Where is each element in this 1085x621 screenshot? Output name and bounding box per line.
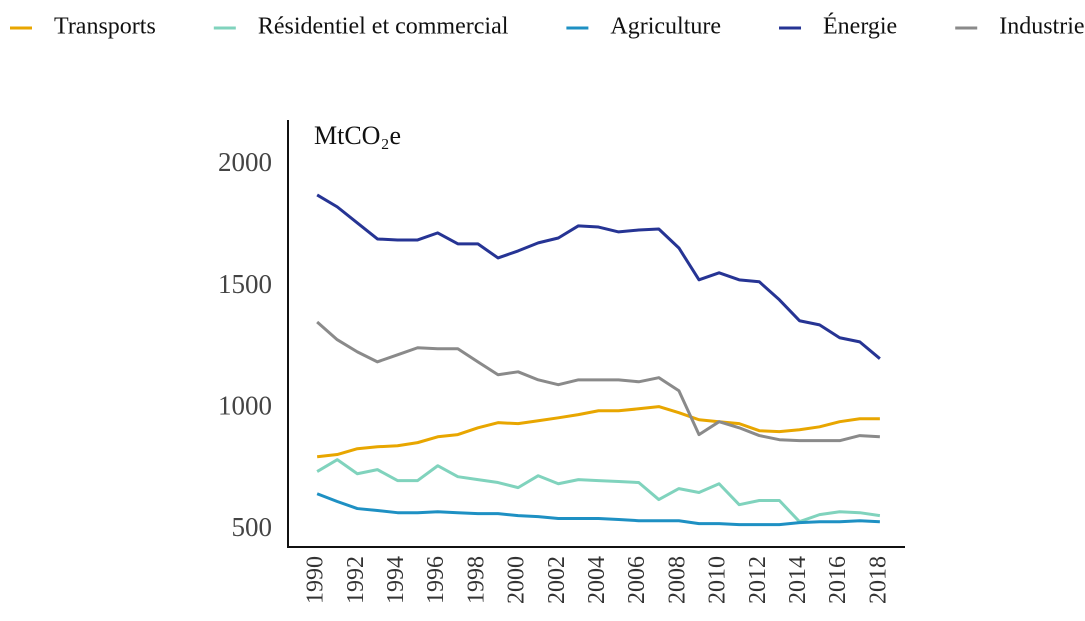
- y-tick-label: 1000: [218, 391, 272, 421]
- y-axis-label: MtCO₂e: [314, 121, 401, 150]
- legend-label: Transports: [54, 14, 156, 40]
- legend-label: Industrie: [999, 14, 1084, 40]
- x-tick-label: 2008: [664, 556, 690, 604]
- x-tick-label: 1990: [303, 556, 329, 604]
- series-line: [316, 320, 880, 443]
- x-tick-label: 2018: [865, 556, 891, 604]
- series-line: [316, 405, 880, 459]
- legend-label: Agriculture: [610, 14, 721, 40]
- y-tick-label: 500: [232, 512, 273, 542]
- legend-label: Résidentiel et commercial: [258, 14, 509, 40]
- series-line: [316, 492, 880, 527]
- x-tick-label: 2004: [584, 556, 610, 604]
- x-tick-label: 2016: [825, 556, 851, 604]
- x-tick-label: 2000: [504, 556, 530, 604]
- x-tick-label: 2014: [785, 556, 811, 604]
- x-tick-label: 1994: [383, 556, 409, 604]
- x-tick-label: 1996: [423, 556, 449, 604]
- x-tick-label: 1998: [463, 556, 489, 604]
- x-tick-label: 2006: [624, 556, 650, 604]
- series-line: [316, 193, 881, 360]
- x-tick-label: 1992: [343, 556, 369, 604]
- y-tick-label: 2000: [218, 147, 272, 177]
- x-tick-label: 2002: [544, 556, 570, 604]
- x-tick-label: 2010: [705, 556, 731, 604]
- series-line: [316, 458, 881, 524]
- y-tick-label: 1500: [218, 269, 272, 299]
- legend-label: Énergie: [823, 14, 897, 40]
- x-tick-label: 2012: [745, 556, 771, 604]
